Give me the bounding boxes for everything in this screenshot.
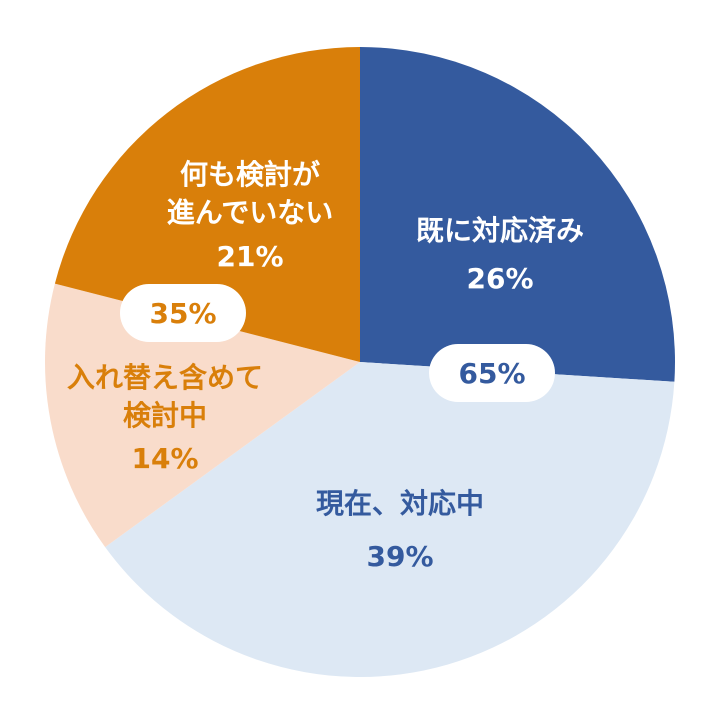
pie-slice [360,47,675,382]
slice-value: 14% [131,442,198,475]
group-total: 35% [149,297,216,330]
slice-label: 何も検討が進んでいない [167,158,334,229]
slice-label: 入れ替え含めて検討中 [67,361,263,432]
group-pill [429,344,555,402]
group-total: 65% [458,357,525,390]
slice-value: 39% [366,540,433,573]
slice-label: 現在、対応中 [316,487,484,520]
slice-value: 21% [216,240,283,273]
slice-value: 26% [466,262,533,295]
pie-slice [54,47,361,362]
group-pill [120,284,246,342]
pie-slice [45,283,361,548]
slice-label: 既に対応済み [416,214,584,247]
pie-slice [105,362,675,678]
